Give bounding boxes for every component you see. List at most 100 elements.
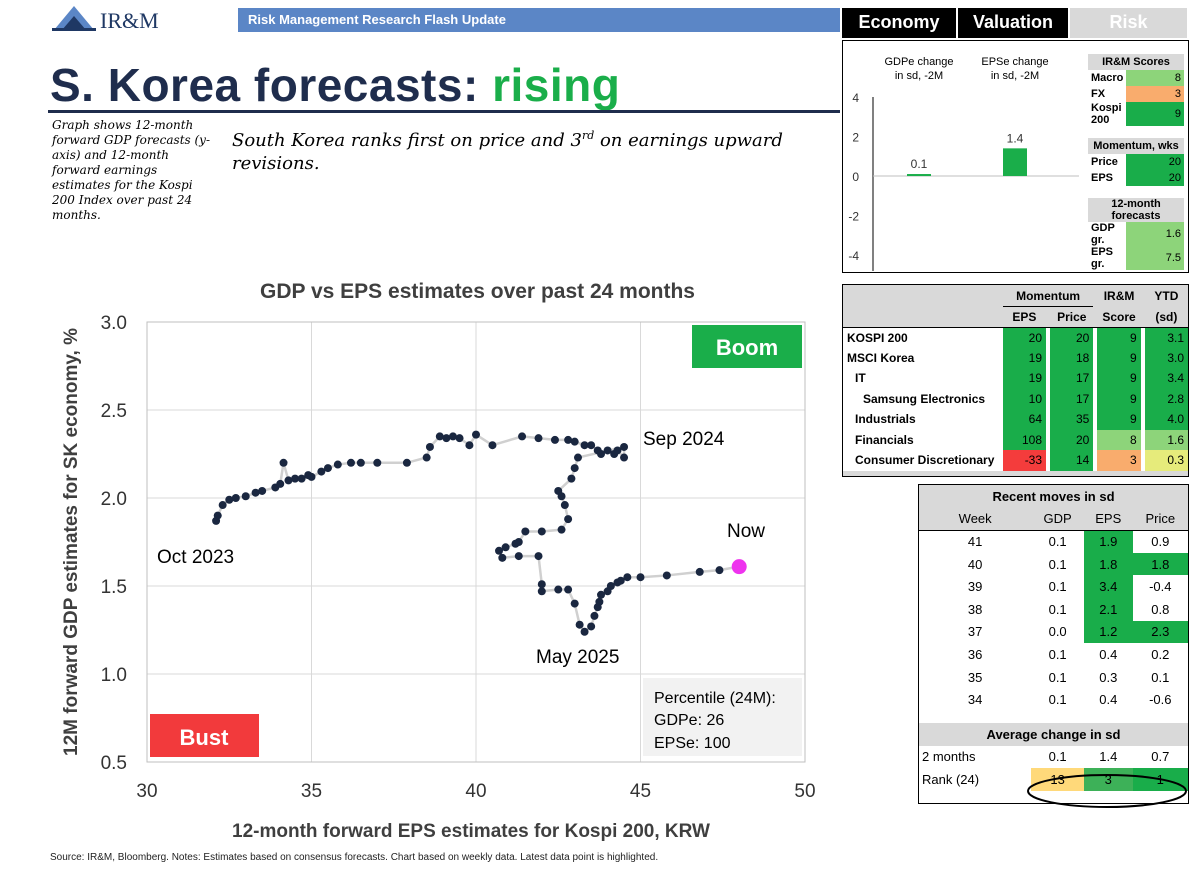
eps-cell: 3.4: [1083, 575, 1133, 598]
recent-moves-title: Recent moves in sd: [919, 485, 1188, 508]
price-momentum: 18: [1050, 347, 1094, 368]
data-point: [537, 580, 546, 589]
y-tick-label: 2.0: [101, 489, 127, 510]
week-cell: 39: [967, 579, 983, 595]
ytd-sd: 2.8: [1144, 388, 1188, 409]
tab-valuation[interactable]: Valuation: [958, 8, 1068, 38]
momentum-value: 20: [1126, 154, 1184, 170]
data-point: [715, 566, 724, 575]
price-header: Price: [1057, 309, 1087, 324]
data-point: [511, 539, 520, 548]
data-point: [472, 430, 480, 439]
forecast-value: 1.6: [1126, 222, 1184, 246]
price-momentum: 17: [1050, 368, 1094, 389]
plot-frame: [146, 321, 806, 763]
bar-tick-label: -2: [848, 210, 859, 224]
row-label: Industrials: [855, 412, 916, 427]
data-point: [564, 585, 573, 594]
row-label: Financials: [855, 432, 914, 447]
data-point: [620, 442, 629, 451]
data-point: [587, 622, 596, 631]
y-axis-label: 12M forward GDP estimates for SK economy…: [61, 328, 82, 756]
trajectory-line: [214, 432, 740, 634]
gdp-cell: 0.1: [1048, 601, 1067, 617]
recent-row: 38 0.1 2.1 0.8: [919, 597, 1188, 621]
week-cell: 41: [967, 534, 983, 550]
gdp-cell: 0.1: [1048, 692, 1067, 708]
momentum-label: Price: [1091, 156, 1118, 168]
data-point: [521, 527, 530, 536]
price-cell: 1.8: [1132, 552, 1188, 576]
irm-header: IR&M: [1103, 289, 1135, 304]
eps-momentum: 64: [1002, 409, 1047, 430]
eps-cell: 0.4: [1099, 646, 1118, 662]
bar-tick-label: 0: [852, 170, 859, 184]
tab-economy[interactable]: Economy: [842, 8, 956, 38]
bar-tick-label: 2: [852, 131, 859, 145]
recent-row: 36 0.1 0.4 0.2: [919, 643, 1188, 666]
scatter-chart-title: GDP vs EPS estimates over past 24 months: [260, 280, 695, 303]
economy-panel: GDPe change in sd, -2M EPSe change in sd, -…: [842, 40, 1189, 273]
percentile-title: Percentile (24M):: [654, 690, 776, 707]
recent-row: 37 0.0 1.2 2.3: [919, 620, 1188, 644]
tab-risk[interactable]: Risk: [1070, 8, 1187, 38]
momentum-panel: Momentum IR&M YTD EPS Price Score (sd) K…: [842, 284, 1189, 477]
data-point: [231, 494, 240, 502]
y-tick-label: 0.5: [101, 753, 127, 774]
data-point: [284, 476, 293, 485]
bar-category-label: EPSe change: [981, 56, 1048, 68]
eps-cell: 2.1: [1083, 597, 1133, 621]
gdp-cell: 0.1: [1048, 534, 1067, 550]
data-point: [570, 599, 579, 608]
data-point: [597, 450, 606, 458]
data-point: [554, 585, 563, 594]
bar-category-label: in sd, -2M: [991, 70, 1039, 82]
forecast-label: EPS gr.: [1091, 246, 1114, 270]
gdp-cell: 0.1: [1048, 646, 1067, 662]
data-point: [241, 492, 250, 501]
avg-row-label: 2 months: [922, 749, 976, 765]
logo-text: IR&M: [100, 8, 159, 33]
eps-momentum: 20: [1002, 327, 1047, 348]
rank-highlight-ellipse: [1027, 774, 1187, 808]
momentum-row: KOSPI 200 20 20 9 3.1: [843, 327, 1188, 348]
rank-eps: 3: [1083, 768, 1133, 791]
data-point: [258, 486, 267, 495]
data-point: [422, 453, 431, 462]
title-main: S. Korea forecasts:: [50, 59, 493, 111]
data-point: [346, 458, 355, 467]
company-logo: IR&M: [52, 4, 192, 34]
momentum-label: EPS: [1091, 172, 1114, 184]
score-value: 8: [1126, 70, 1184, 86]
data-point: [595, 597, 604, 606]
data-point: [501, 543, 510, 552]
data-point: [557, 525, 566, 534]
price-momentum: 20: [1050, 327, 1094, 348]
recent-row: 34 0.1 0.4 -0.6: [919, 688, 1188, 711]
data-point: [356, 458, 365, 467]
bar-marks: 0.1 1.4: [907, 131, 1027, 177]
data-point: [537, 527, 546, 536]
eps-momentum: 19: [1002, 347, 1047, 368]
score-header: Score: [1102, 309, 1136, 324]
recent-row: 35 0.1 0.3 0.1: [919, 666, 1188, 689]
avg-eps: 1.4: [1099, 749, 1118, 765]
price-cell: 0.8: [1151, 601, 1170, 617]
irm-score: 9: [1097, 327, 1141, 348]
data-point: [323, 464, 332, 473]
momentum-row: Samsung Electronics 10 17 9 2.8: [843, 388, 1188, 409]
scatter-points: [212, 430, 747, 636]
data-point: [575, 620, 584, 629]
data-point: [317, 467, 326, 476]
forecast-value: 7.5: [1126, 246, 1184, 270]
eps-momentum: -33: [1002, 450, 1047, 471]
bar-category-labels: GDPe change in sd, -2M EPSe change in sd, -…: [884, 56, 1048, 82]
avg-price: 0.7: [1151, 749, 1170, 765]
x-tick-label: 45: [630, 781, 651, 802]
bar-tick-labels: 4 2 0 -2 -4: [848, 91, 859, 263]
scatter-tick-labels: 30 35 40 45 50 0.5 1.0 1.5 2.0 2.5 3.0: [101, 313, 816, 802]
ytd-sd: 4.0: [1144, 409, 1188, 430]
data-point: [587, 441, 596, 450]
data-point: [435, 432, 444, 441]
data-point: [573, 453, 582, 462]
